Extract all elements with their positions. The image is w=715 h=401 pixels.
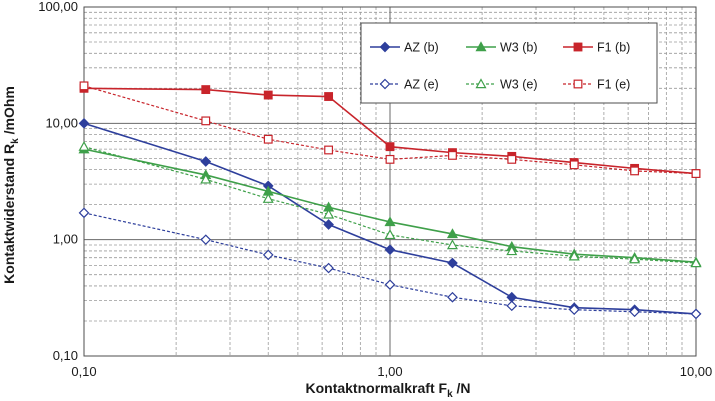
legend-item: W3 (b) bbox=[466, 41, 538, 55]
x-tick-label: 0,10 bbox=[71, 364, 96, 379]
y-axis-label: Kontaktwiderstand Rk /mOhm bbox=[1, 86, 21, 284]
x-axis-label-sub: k bbox=[447, 389, 453, 400]
legend-label: AZ (e) bbox=[404, 78, 439, 92]
data-point bbox=[384, 229, 396, 240]
series-w3-e bbox=[78, 140, 702, 268]
data-point bbox=[384, 279, 396, 291]
series-line bbox=[83, 148, 697, 264]
data-point bbox=[507, 154, 517, 164]
data-point bbox=[200, 156, 212, 167]
data-point bbox=[262, 249, 274, 261]
data-point bbox=[323, 262, 334, 274]
y-tick-label: 0,10 bbox=[53, 348, 78, 363]
x-axis-label-unit: /N bbox=[453, 380, 471, 396]
legend-label: W3 (b) bbox=[500, 41, 538, 55]
legend-item: F1 (e) bbox=[563, 78, 630, 92]
data-point bbox=[79, 81, 89, 91]
data-point bbox=[263, 90, 273, 100]
tick-labels: 0,10 1,00 10,00 0,10 1,00 10,00 100,00 bbox=[38, 0, 712, 379]
data-point bbox=[384, 244, 396, 256]
data-point bbox=[324, 92, 334, 101]
legend: AZ (b) W3 (b) F1 (b) AZ (e) W3 (e) F1 (e) bbox=[360, 22, 658, 104]
legend-marker bbox=[379, 78, 391, 90]
legend-label: W3 (e) bbox=[500, 78, 538, 92]
legend-label: F1 (e) bbox=[597, 78, 630, 92]
data-point bbox=[569, 160, 579, 170]
data-point bbox=[78, 207, 90, 219]
x-tick-label: 10,00 bbox=[680, 364, 713, 379]
legend-label: F1 (b) bbox=[597, 41, 630, 55]
series-line bbox=[83, 212, 697, 315]
data-point bbox=[385, 142, 395, 152]
plot-frame bbox=[83, 6, 697, 357]
legend-item: AZ (e) bbox=[370, 78, 439, 92]
legend-box bbox=[360, 22, 658, 104]
data-point bbox=[691, 169, 701, 178]
data-point bbox=[201, 85, 211, 95]
y-tick-label: 100,00 bbox=[38, 0, 78, 14]
series-line bbox=[83, 87, 697, 175]
data-point bbox=[200, 234, 212, 246]
legend-marker bbox=[573, 42, 583, 52]
data-point bbox=[629, 306, 640, 318]
data-point bbox=[200, 173, 212, 184]
data-point bbox=[446, 239, 458, 250]
x-axis-label: Kontaktnormalkraft Fk /N bbox=[305, 380, 470, 400]
data-point bbox=[447, 257, 458, 269]
data-point bbox=[324, 145, 334, 155]
data-point bbox=[690, 257, 702, 268]
legend-item: F1 (b) bbox=[563, 41, 630, 55]
legend-marker bbox=[573, 79, 583, 89]
data-point bbox=[446, 228, 458, 239]
legend-marker bbox=[475, 41, 487, 52]
data-point bbox=[506, 300, 518, 312]
data-point bbox=[690, 308, 702, 320]
data-point bbox=[629, 253, 641, 264]
data-point bbox=[323, 219, 334, 230]
legend-marker bbox=[379, 41, 391, 53]
y-axis-label-unit: /mOhm bbox=[1, 86, 17, 138]
y-axis-label-main: Kontaktwiderstand R bbox=[1, 144, 17, 284]
data-point bbox=[630, 166, 640, 176]
data-point bbox=[568, 304, 580, 316]
series-line bbox=[83, 122, 697, 315]
data-point bbox=[568, 250, 580, 261]
data-point bbox=[506, 245, 518, 256]
x-axis-label-main: Kontaktnormalkraft F bbox=[305, 380, 447, 396]
x-tick-label: 1,00 bbox=[377, 364, 402, 379]
data-point bbox=[262, 192, 274, 203]
y-tick-label: 10,00 bbox=[45, 115, 78, 130]
data-point bbox=[447, 291, 458, 303]
data-point bbox=[201, 116, 211, 126]
data-point bbox=[448, 150, 457, 160]
series-az-e bbox=[78, 207, 702, 320]
legend-item: AZ (b) bbox=[370, 41, 439, 55]
data-point bbox=[263, 134, 273, 144]
data-point bbox=[385, 154, 395, 164]
legend-label: AZ (b) bbox=[404, 41, 439, 55]
series-f1-e bbox=[79, 81, 701, 178]
data-point bbox=[78, 140, 90, 151]
legend-item: W3 (e) bbox=[466, 78, 538, 92]
series-layer bbox=[78, 81, 702, 320]
data-point bbox=[384, 216, 396, 227]
y-axis-label-sub: k bbox=[10, 138, 21, 144]
data-point bbox=[78, 117, 90, 129]
data-point bbox=[323, 208, 335, 219]
y-tick-label: 1,00 bbox=[53, 232, 78, 247]
series-line bbox=[83, 146, 697, 264]
series-line bbox=[83, 85, 697, 175]
legend-marker bbox=[475, 78, 487, 89]
